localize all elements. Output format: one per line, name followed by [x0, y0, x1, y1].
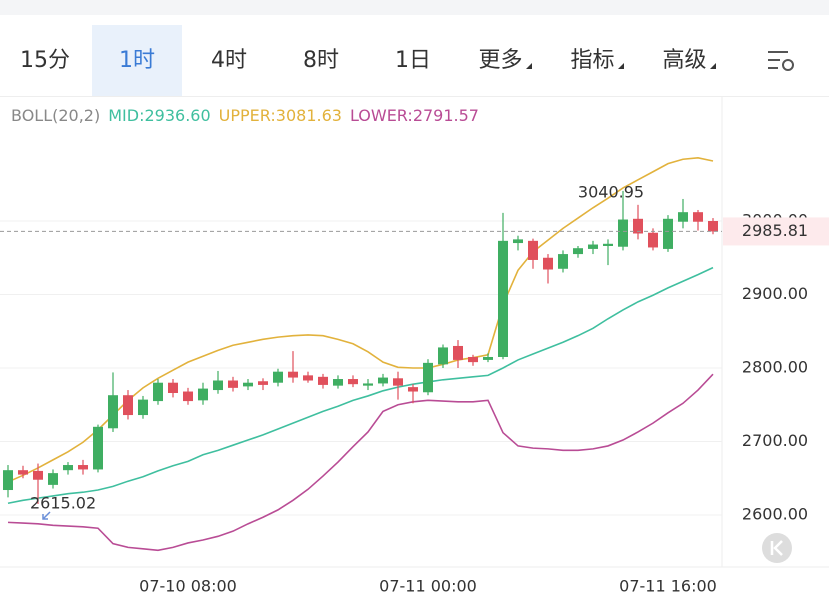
dropdown-caret — [617, 63, 624, 69]
min-arrow — [42, 511, 51, 520]
candle-body — [273, 371, 283, 383]
tab-label: 指标 — [570, 48, 615, 73]
tab-label: 高级 — [662, 48, 707, 73]
candle-body — [243, 382, 253, 387]
y-tick-label: 2900.00 — [742, 284, 808, 303]
candle-body — [633, 218, 643, 234]
y-tick-label: 2600.00 — [742, 505, 808, 524]
y-tick-label: 2800.00 — [742, 358, 808, 377]
tab-label: 8时 — [303, 48, 339, 73]
candle-body — [558, 254, 568, 269]
y-tick-label: 2700.00 — [742, 431, 808, 450]
candle-body — [48, 473, 58, 485]
tab-label: 4时 — [211, 48, 247, 73]
indicator-legend: BOLL(20,2) MID:2936.60 UPPER:3081.63 LOWER:… — [11, 106, 487, 125]
candle-body — [468, 356, 478, 363]
candle-body — [318, 376, 328, 385]
last-price-box — [723, 217, 829, 246]
legend-entry: UPPER:3081.63 — [218, 106, 342, 125]
indicator-name: BOLL(20,2) — [11, 106, 101, 125]
period-tab[interactable]: 4时 — [184, 25, 274, 96]
band-line — [7, 373, 714, 552]
candle-body — [198, 388, 208, 401]
candle-body — [63, 465, 73, 471]
last-price-label: 2985.81 — [742, 221, 808, 240]
min-label: 2615.02 — [30, 493, 96, 512]
x-tick-label: 07-11 00:00 — [379, 577, 477, 596]
candle-body — [138, 399, 148, 416]
candle-body — [678, 212, 688, 222]
tab-label: 15分 — [20, 48, 70, 73]
dropdown-caret — [709, 63, 716, 69]
band-line — [7, 266, 714, 505]
legend-entry: MID:2936.60 — [108, 106, 211, 125]
settings-icon[interactable] — [768, 51, 794, 71]
max-label: 3040.95 — [578, 182, 644, 201]
candle-body — [513, 239, 523, 244]
period-tab[interactable]: 15分 — [0, 25, 90, 96]
candle-body — [498, 240, 508, 357]
candle-body — [348, 379, 358, 385]
candle-body — [453, 345, 463, 360]
period-tab[interactable]: 8时 — [276, 25, 366, 96]
tab-label: 更多 — [478, 48, 523, 73]
candle-body — [378, 377, 388, 384]
period-tab[interactable]: 指标 — [552, 25, 642, 96]
candle-body — [183, 391, 193, 402]
candle-body — [393, 378, 403, 386]
candle-body — [588, 244, 598, 249]
candle-body — [18, 470, 28, 475]
candle-body — [288, 371, 298, 378]
candle-body — [258, 381, 268, 385]
candle-body — [123, 395, 133, 416]
candle-body — [3, 470, 13, 491]
candle-body — [423, 362, 433, 393]
candle-body — [303, 375, 313, 381]
period-tab[interactable]: 1时 — [92, 25, 182, 96]
candle-body — [618, 219, 628, 247]
period-tab[interactable]: 更多 — [460, 25, 550, 96]
candle-body — [78, 465, 88, 470]
candle-body — [708, 221, 718, 232]
candle-body — [213, 380, 223, 391]
candle-body — [168, 382, 178, 393]
candle-body — [438, 347, 448, 365]
period-tabs: 15分 1时 4时 8时 1日 更多 指标 高级 — [0, 25, 829, 97]
status-strip — [0, 0, 829, 15]
candle-body — [153, 382, 163, 402]
kline-toggle[interactable] — [762, 533, 792, 563]
x-tick-label: 07-10 08:00 — [139, 577, 237, 596]
tab-label: 1时 — [119, 48, 155, 73]
candle-body — [333, 379, 343, 386]
dropdown-caret — [525, 63, 532, 69]
candle-body — [663, 218, 673, 249]
period-tab[interactable]: 高级 — [644, 25, 734, 96]
candle-body — [573, 248, 583, 255]
candle-body — [108, 395, 118, 429]
period-tab[interactable]: 1日 — [368, 25, 458, 96]
candle-body — [528, 240, 538, 260]
candle-body — [93, 426, 103, 470]
x-tick-label: 07-11 16:00 — [619, 577, 717, 596]
candle-body — [408, 387, 418, 392]
legend-entry: LOWER:2791.57 — [349, 106, 479, 125]
candle-body — [483, 356, 493, 360]
candle-body — [363, 383, 373, 386]
candle-body — [648, 232, 658, 248]
candle-body — [543, 257, 553, 270]
candle-body — [33, 470, 43, 480]
candle-body — [603, 243, 613, 246]
tab-label: 1日 — [395, 48, 431, 73]
candle-body — [693, 212, 703, 222]
candle-body — [228, 380, 238, 388]
